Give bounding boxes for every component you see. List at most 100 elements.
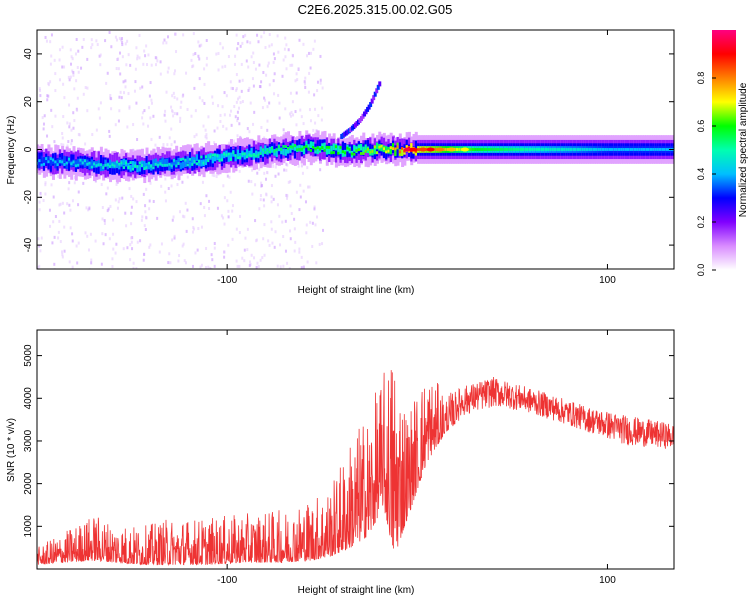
spectrogram-cell <box>152 159 156 166</box>
spectrogram-speckle <box>192 64 195 68</box>
spectrogram-cell <box>56 163 60 167</box>
spectrogram-speckle <box>247 65 250 69</box>
spectrogram-speckle <box>282 132 285 136</box>
spectrogram-cell <box>517 148 521 151</box>
spectrogram-speckle <box>144 228 147 232</box>
spectrogram-cell <box>309 141 313 149</box>
spectrogram-cell <box>595 148 599 151</box>
spectrogram-cell <box>223 152 227 156</box>
spectrogram-cell <box>213 154 217 162</box>
spectrogram-speckle <box>272 79 275 83</box>
spectrogram-cell <box>104 163 108 167</box>
spectrogram-cell <box>633 148 637 151</box>
spectrogram-cell <box>255 154 259 158</box>
spectrogram-speckle <box>271 241 274 245</box>
spectrogram-cell <box>175 164 179 168</box>
spectrogram-speckle <box>205 63 208 67</box>
spectrogram-speckle <box>112 218 115 222</box>
spectrogram-speckle <box>59 202 62 206</box>
spectrogram-cell <box>207 159 211 163</box>
spectrogram-cell <box>298 147 302 151</box>
spectrogram-speckle <box>237 97 240 101</box>
spectrogram-cell <box>280 147 284 151</box>
spectrogram-speckle <box>262 198 265 202</box>
spectrogram-speckle <box>179 116 182 120</box>
spectrogram-speckle <box>110 97 113 101</box>
spectrogram-cell <box>624 148 628 151</box>
spectrogram-cell <box>118 162 122 170</box>
spectrogram-speckle <box>170 105 173 109</box>
spectrogram-branch-cell <box>361 113 365 119</box>
spectrogram-speckle <box>278 214 281 218</box>
spectrogram-speckle <box>246 127 249 131</box>
spectrogram-cell <box>656 148 660 151</box>
spectrogram-cell <box>410 143 414 150</box>
spectrogram-speckle <box>114 35 117 39</box>
spectrogram-speckle <box>172 215 175 219</box>
spectrogram-speckle <box>260 80 263 84</box>
spectrogram-speckle <box>207 115 210 119</box>
spectrogram-speckle <box>44 183 47 187</box>
spectrogram-speckle <box>267 239 270 243</box>
spectrogram-speckle <box>309 119 312 123</box>
spectrogram-speckle <box>266 119 269 123</box>
spectrogram-cell <box>188 161 192 168</box>
snr-axes: -100 100 1000 2000 3000 4000 5000 <box>23 330 674 586</box>
spectrogram-speckle <box>260 35 263 39</box>
spectrogram-speckle <box>320 118 323 122</box>
spectrogram-cell <box>70 154 74 167</box>
spectrogram-speckle <box>227 209 230 213</box>
colorbar-tick-label: 0.0 <box>696 264 706 277</box>
spectrogram-speckle <box>194 109 197 113</box>
spectrogram-speckle <box>105 81 108 85</box>
spectrogram-speckle <box>299 195 302 199</box>
spectrogram-speckle <box>142 62 145 66</box>
spectrogram-cell <box>209 154 213 167</box>
spectrogram-speckle <box>235 73 238 77</box>
spectrogram-cell <box>70 162 74 166</box>
spectrogram-speckle <box>134 80 137 84</box>
spectrogram-cell <box>647 148 651 151</box>
spectrogram-cell <box>515 148 519 151</box>
x-tick-label: 100 <box>599 275 616 286</box>
spectrogram-speckle <box>127 92 130 96</box>
spectrogram-speckle <box>176 97 179 101</box>
spectrogram-speckle <box>285 67 288 71</box>
spectrogram-cell <box>275 150 279 158</box>
spectrogram-speckle <box>302 42 305 46</box>
spectrogram-speckle <box>88 207 91 211</box>
spectrogram-speckle <box>141 215 144 219</box>
spectrogram-speckle <box>265 73 268 77</box>
spectrogram-cell <box>503 148 507 151</box>
spectrogram-speckle <box>318 242 321 246</box>
spectrogram-speckle <box>134 67 137 71</box>
spectrogram-speckle <box>68 78 71 82</box>
spectrogram-cell <box>56 158 60 166</box>
spectrogram-peak <box>426 147 435 152</box>
spectrogram-cell <box>332 151 336 154</box>
spectrogram-speckle <box>277 93 280 97</box>
spectrogram-speckle <box>279 243 282 247</box>
spectrogram-speckle <box>124 85 127 89</box>
spectrogram-cell <box>88 162 92 170</box>
spectrogram-speckle <box>285 43 288 47</box>
spectrogram-speckle <box>57 174 60 178</box>
spectrogram-cell <box>198 159 202 163</box>
spectrogram-speckle <box>313 39 316 43</box>
spectrogram-speckle <box>53 140 56 144</box>
spectrogram-speckle <box>75 37 78 41</box>
spectrogram-speckle <box>310 51 313 55</box>
spectrogram-cell <box>496 148 500 151</box>
spectrogram-speckle <box>295 72 298 76</box>
spectrogram-speckle <box>259 85 262 89</box>
spectrogram-cell <box>179 158 183 161</box>
spectrogram-speckle <box>286 196 289 200</box>
spectrogram-cell <box>168 164 172 171</box>
spectrogram-speckle <box>136 54 139 58</box>
spectrogram-speckle <box>211 173 214 177</box>
spectrogram-speckle <box>306 260 309 264</box>
spectrogram-speckle <box>69 208 72 212</box>
spectrogram-speckle <box>173 236 176 240</box>
spectrogram-speckle <box>193 135 196 139</box>
spectrogram-cell <box>200 159 204 167</box>
